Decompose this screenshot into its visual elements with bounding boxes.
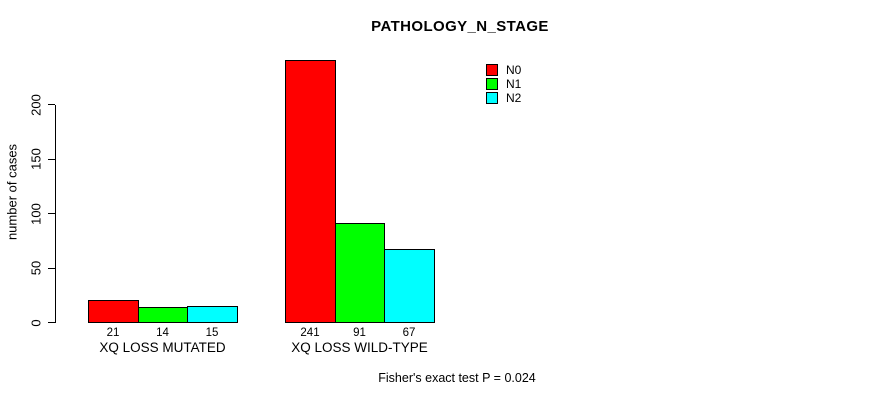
legend-swatch-icon <box>486 92 498 104</box>
y-axis-tick-label: 100 <box>28 202 44 225</box>
legend-swatch-icon <box>486 78 498 90</box>
bar-n1-group1 <box>138 307 188 324</box>
bar-n0-group2 <box>285 59 336 324</box>
y-axis-tick <box>48 158 55 160</box>
bar-value-label: 67 <box>402 326 416 339</box>
legend-label: N0 <box>506 63 522 77</box>
legend-label: N1 <box>506 77 522 91</box>
legend-row: N2 <box>486 91 521 105</box>
y-axis-tick <box>48 322 55 323</box>
bar-value-label: 91 <box>353 326 366 339</box>
y-axis-tick <box>48 104 55 105</box>
y-axis-tick-label: 200 <box>28 93 44 116</box>
bar-value-label: 21 <box>106 326 120 339</box>
annotation-text: Fisher's exact test P = 0.024 <box>378 371 536 385</box>
bar-n1-group2 <box>335 223 385 324</box>
legend-row: N0 <box>486 63 521 77</box>
y-axis-tick <box>48 267 55 269</box>
bar-n2-group1 <box>187 306 238 324</box>
legend-row: N1 <box>486 77 521 91</box>
y-axis-line <box>55 104 56 323</box>
y-axis-tick-label: 50 <box>28 260 44 276</box>
legend-swatch-icon <box>486 64 498 76</box>
bar-n2-group2 <box>384 249 435 324</box>
bar-value-label: 15 <box>205 326 219 339</box>
bar-n0-group1 <box>88 299 139 324</box>
bar-value-label: 14 <box>156 326 169 339</box>
category-label: XQ LOSS WILD-TYPE <box>291 340 428 355</box>
y-axis-tick-label: 150 <box>28 148 44 170</box>
legend: N0 N1 N2 <box>486 63 521 105</box>
category-label: XQ LOSS MUTATED <box>99 340 226 355</box>
legend-label: N2 <box>506 91 522 105</box>
y-axis-tick <box>48 213 55 214</box>
y-axis-tick-label: 0 <box>28 318 44 327</box>
bar-value-label: 241 <box>300 326 320 339</box>
chart-title: PATHOLOGY_N_STAGE <box>371 18 549 35</box>
